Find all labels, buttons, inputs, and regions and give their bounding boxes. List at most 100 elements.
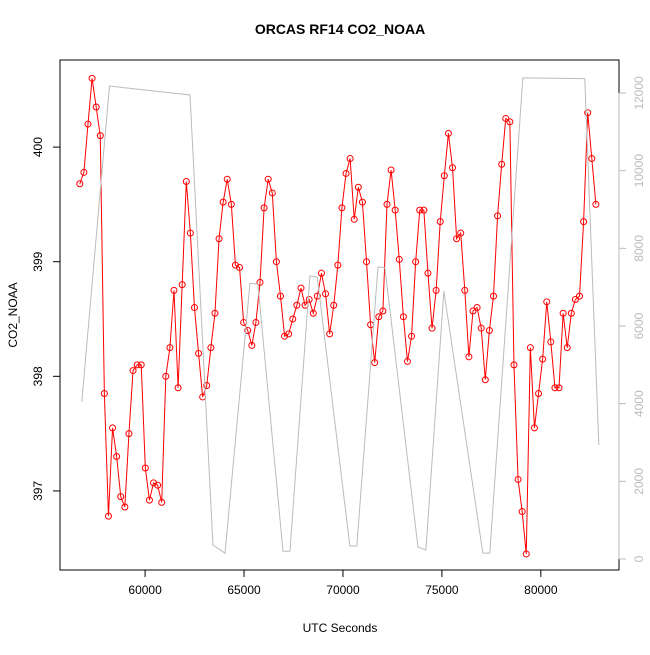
x-tick-label: 65000	[227, 583, 261, 597]
point	[76, 180, 84, 188]
point	[379, 307, 387, 315]
point	[293, 301, 301, 309]
point	[506, 118, 514, 126]
point	[485, 326, 493, 334]
point	[244, 326, 252, 334]
plot-frame	[59, 59, 620, 571]
point	[457, 229, 465, 237]
point	[580, 218, 588, 226]
point	[461, 286, 469, 294]
point	[358, 198, 366, 206]
point	[211, 309, 219, 317]
point	[219, 198, 227, 206]
point	[547, 338, 555, 346]
point	[96, 132, 104, 140]
point	[576, 292, 584, 300]
y-axis-label: CO2_NOAA	[6, 282, 20, 347]
point	[195, 349, 203, 357]
point	[350, 215, 358, 223]
point	[334, 261, 342, 269]
point	[236, 263, 244, 271]
point	[150, 479, 158, 487]
point	[481, 376, 489, 384]
point	[174, 384, 182, 392]
x-tick-label: 60000	[128, 583, 162, 597]
point	[387, 166, 395, 174]
point	[412, 258, 420, 266]
point	[317, 269, 325, 277]
y2-tick-label: 4000	[632, 390, 646, 417]
point	[567, 309, 575, 317]
y2-tick-label: 8000	[632, 235, 646, 262]
y2-tick-label: 12000	[632, 76, 646, 110]
point	[104, 512, 112, 520]
point	[526, 344, 534, 352]
point	[465, 353, 473, 361]
point	[145, 496, 153, 504]
point	[166, 344, 174, 352]
y-tick-label: 400	[31, 137, 45, 157]
point	[416, 206, 424, 214]
point	[383, 200, 391, 208]
y2-tick-label: 2000	[632, 468, 646, 495]
series-line	[79, 78, 597, 555]
point	[178, 281, 186, 289]
point	[84, 120, 92, 128]
point	[408, 332, 416, 340]
point	[264, 175, 272, 183]
point	[141, 464, 149, 472]
point	[518, 508, 526, 516]
point	[158, 498, 166, 506]
x-tick-label: 70000	[326, 583, 360, 597]
point	[305, 296, 313, 304]
point	[281, 332, 289, 340]
point	[326, 330, 334, 338]
y2-tick-label: 10000	[632, 154, 646, 188]
point	[297, 284, 305, 292]
point	[100, 390, 108, 398]
point	[125, 430, 133, 438]
point	[207, 344, 215, 352]
point	[424, 269, 432, 277]
point	[571, 296, 579, 304]
point	[444, 129, 452, 137]
point	[313, 292, 321, 300]
point	[80, 168, 88, 176]
point	[391, 206, 399, 214]
point	[260, 204, 268, 212]
point	[371, 359, 379, 367]
point	[522, 550, 530, 558]
point	[289, 315, 297, 323]
point	[584, 109, 592, 117]
point	[555, 384, 563, 392]
x-tick-label: 75000	[425, 583, 459, 597]
point	[535, 390, 543, 398]
point	[559, 309, 567, 317]
point	[453, 235, 461, 243]
y-tick-label: 398	[31, 366, 45, 386]
point	[117, 493, 125, 501]
point	[113, 453, 121, 461]
point	[137, 361, 145, 369]
point	[530, 424, 538, 432]
point	[543, 298, 551, 306]
point	[338, 204, 346, 212]
point	[231, 261, 239, 269]
point	[227, 200, 235, 208]
point	[170, 286, 178, 294]
point	[428, 324, 436, 332]
point	[154, 481, 162, 489]
point	[109, 424, 117, 432]
point	[539, 355, 547, 363]
point	[510, 361, 518, 369]
point	[276, 292, 284, 300]
point	[395, 255, 403, 263]
point	[203, 381, 211, 389]
point	[375, 313, 383, 321]
y2-tick-label: 0	[632, 555, 646, 562]
point	[268, 189, 276, 197]
point	[436, 218, 444, 226]
point	[186, 229, 194, 237]
point	[92, 103, 100, 111]
